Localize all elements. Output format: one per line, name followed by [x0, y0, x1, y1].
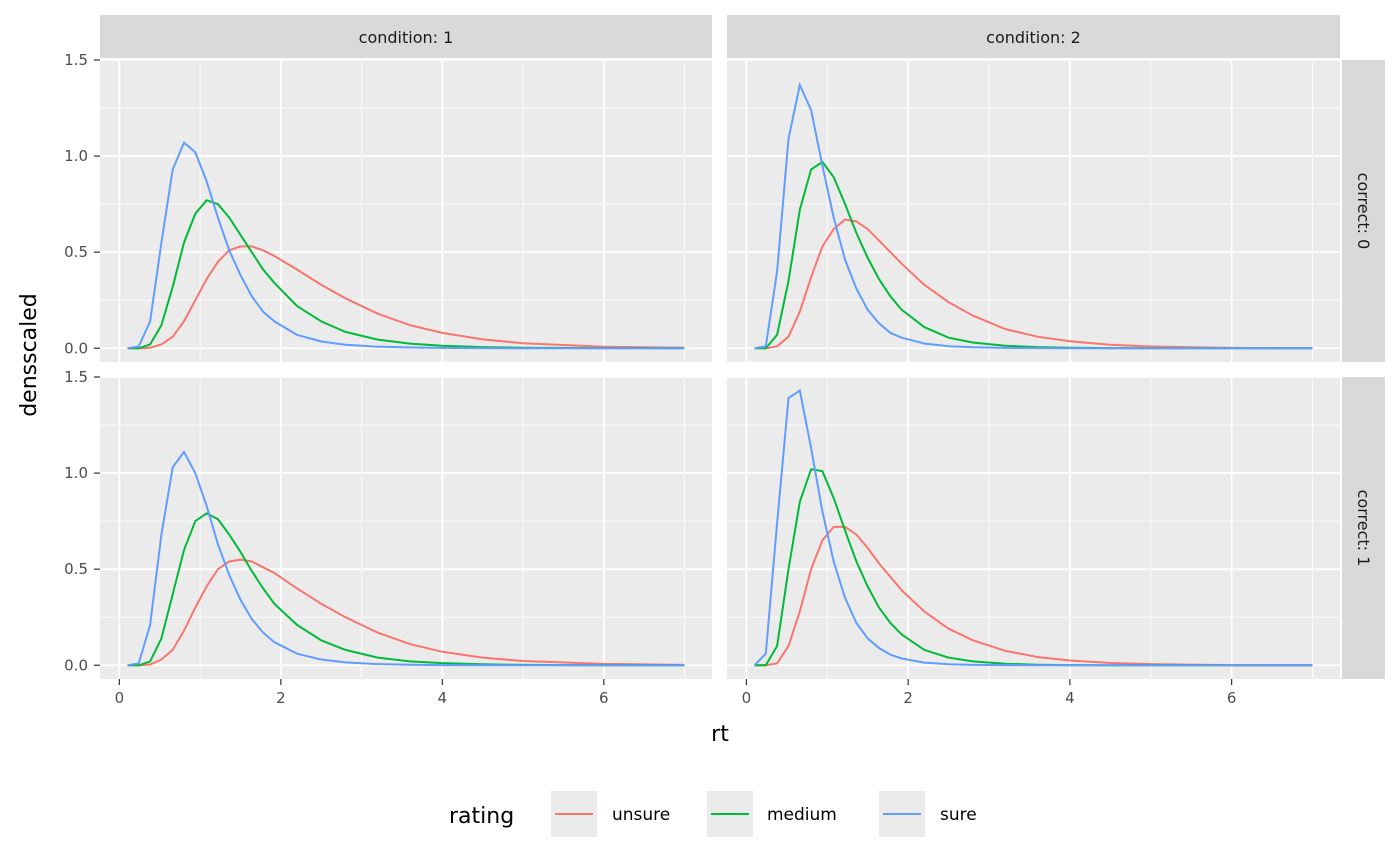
x-tick-label: 2 [276, 689, 286, 707]
legend-label: medium [767, 805, 837, 825]
strip-label-row: correct: 0 [1354, 173, 1373, 250]
legend: rating unsure medium sure [449, 791, 977, 837]
legend-title: rating [449, 804, 514, 829]
series-line-sure [753, 388, 1313, 667]
series-line-sure [127, 140, 685, 350]
series-line-medium [127, 512, 685, 667]
panel [727, 59, 1340, 362]
x-tick-label: 0 [742, 689, 752, 707]
panel-background [727, 377, 1340, 679]
series-line-medium [127, 199, 685, 350]
strip-label-col: condition: 2 [986, 28, 1081, 47]
legend-label: sure [940, 805, 977, 825]
y-tick-label: 0.5 [64, 560, 88, 578]
series-line-unsure [127, 245, 685, 350]
series-line-unsure [754, 525, 1313, 667]
panel-background [100, 60, 712, 362]
x-tick-label: 4 [438, 689, 448, 707]
series-line-sure [127, 450, 685, 667]
x-tick-label: 6 [599, 689, 609, 707]
legend-label: unsure [612, 805, 670, 825]
x-axis-title: rt [711, 722, 729, 747]
x-tick-label: 4 [1065, 689, 1075, 707]
panel [100, 59, 712, 362]
strip-right [1342, 377, 1385, 679]
strip-label-col: condition: 1 [359, 28, 454, 47]
series-line-unsure [754, 218, 1313, 350]
x-tick-label: 2 [903, 689, 913, 707]
strip-right [1342, 60, 1385, 362]
y-tick-label: 1.0 [64, 464, 88, 482]
y-tick-label: 1.5 [64, 368, 88, 386]
strip-label-row: correct: 1 [1354, 490, 1373, 567]
y-tick-label: 1.0 [64, 147, 88, 165]
panel-background [727, 60, 1340, 362]
series-line-unsure [127, 558, 685, 667]
strip-top [100, 15, 712, 58]
y-axis-title: densscaled [17, 293, 42, 417]
panel-background [100, 377, 712, 679]
x-tick-label: 0 [115, 689, 125, 707]
panel [100, 376, 712, 679]
strip-top [727, 15, 1340, 58]
y-tick-label: 1.5 [64, 51, 88, 69]
facet-strips: condition: 1 condition: 2 correct: 0 correc… [100, 15, 1385, 679]
axes: 0.0 0.5 1.0 1.5 0.0 0.5 1.0 1.5 0 2 4 6 0 2 4 6 [64, 51, 1236, 707]
y-tick-label: 0.5 [64, 243, 88, 261]
x-tick-label: 6 [1227, 689, 1237, 707]
y-tick-label: 0.0 [64, 656, 88, 674]
y-tick-label: 0.0 [64, 339, 88, 357]
series-line-sure [754, 81, 1313, 350]
panel [727, 376, 1340, 679]
panels [100, 59, 1340, 679]
